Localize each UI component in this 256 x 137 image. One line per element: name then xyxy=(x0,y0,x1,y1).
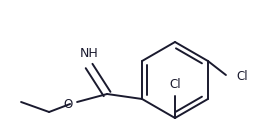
Text: NH: NH xyxy=(80,47,99,60)
Text: O: O xyxy=(64,99,73,112)
Text: Cl: Cl xyxy=(169,78,181,91)
Text: Cl: Cl xyxy=(236,71,248,83)
